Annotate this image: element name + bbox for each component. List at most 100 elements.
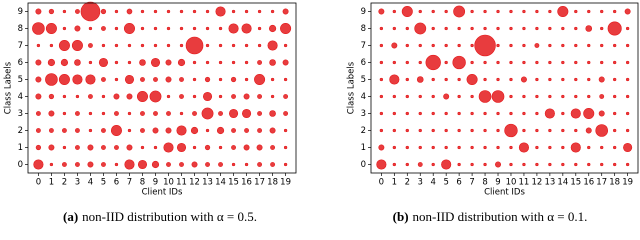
- bubble: [36, 43, 41, 48]
- x-tick-label: 6: [114, 178, 119, 188]
- bubble: [548, 162, 552, 167]
- bubble: [509, 162, 513, 167]
- bubble: [127, 43, 132, 48]
- bubble: [101, 94, 106, 99]
- bubble: [613, 111, 617, 116]
- bubble: [534, 43, 540, 48]
- bubble: [625, 111, 630, 116]
- bubble: [548, 94, 552, 99]
- bubble: [443, 93, 450, 100]
- bubble: [457, 43, 461, 48]
- bubble: [414, 22, 427, 35]
- bubble: [114, 111, 119, 116]
- bubble: [74, 59, 81, 66]
- bubble: [600, 162, 604, 167]
- bubble: [470, 94, 474, 99]
- x-tick-label: 15: [228, 178, 239, 188]
- bubble: [62, 145, 67, 150]
- bubble: [625, 43, 630, 48]
- bubble: [269, 59, 276, 66]
- bubble: [205, 9, 210, 14]
- bubble: [405, 94, 409, 99]
- bubble: [127, 128, 132, 133]
- bubble: [561, 26, 565, 31]
- bubble: [574, 162, 578, 167]
- bubble: [600, 145, 604, 150]
- bubble: [241, 23, 252, 34]
- bubble: [444, 77, 448, 82]
- bubble: [457, 162, 461, 167]
- bubble: [114, 9, 119, 14]
- bubble: [201, 107, 214, 120]
- bubble: [48, 144, 55, 151]
- bubble: [204, 76, 211, 83]
- bubble: [101, 26, 106, 31]
- x-tick-label: 5: [101, 178, 106, 188]
- x-tick-label: 13: [544, 178, 555, 188]
- bubble: [176, 125, 187, 136]
- bubble: [392, 111, 396, 116]
- bubble: [483, 77, 487, 82]
- bubble: [444, 60, 448, 65]
- bubble: [509, 9, 513, 14]
- bubble: [491, 90, 505, 103]
- bubble: [535, 128, 539, 133]
- bubble: [149, 90, 162, 103]
- bubble: [470, 145, 474, 150]
- bubble: [548, 145, 552, 150]
- y-tick-label: 2: [361, 126, 366, 136]
- bubble: [204, 144, 211, 151]
- caption-text: non-IID distribution with α = 0.5.: [82, 209, 257, 224]
- y-axis-label: Class Labels: [347, 61, 357, 114]
- x-axis-label: Client IDs: [142, 188, 183, 198]
- bubble: [470, 111, 474, 116]
- bubble: [613, 9, 617, 14]
- x-tick-label: 17: [254, 178, 265, 188]
- bubble: [613, 94, 617, 99]
- x-tick-label: 16: [583, 178, 594, 188]
- bubble: [599, 94, 605, 99]
- bubble: [191, 161, 198, 168]
- y-tick-label: 7: [361, 41, 366, 51]
- bubble: [72, 74, 83, 85]
- bubble: [431, 111, 435, 116]
- bubble: [74, 25, 81, 32]
- bubble: [418, 128, 422, 133]
- bubble: [35, 128, 41, 133]
- bubble: [49, 162, 54, 167]
- x-tick-label: 7: [469, 178, 474, 188]
- bubble: [218, 111, 223, 116]
- bubble: [114, 43, 119, 48]
- bubble: [242, 108, 252, 119]
- bubble: [283, 77, 288, 82]
- caption-label: (a): [63, 209, 78, 224]
- bubble: [441, 159, 452, 170]
- bubble: [280, 22, 292, 35]
- bubble: [218, 94, 223, 99]
- x-tick-label: 8: [140, 178, 145, 188]
- bubble: [405, 111, 409, 116]
- bubble: [470, 43, 474, 48]
- bubble: [48, 110, 55, 117]
- bubble: [548, 43, 552, 48]
- bubble: [379, 111, 384, 116]
- bubble: [418, 43, 422, 48]
- bubble: [457, 111, 461, 116]
- bubble: [257, 60, 262, 65]
- bubble: [75, 94, 80, 99]
- chart-panel: 0 1 2 3 4 5 6 7 8 9 10 11 12 13 14 15 16 17 18 190123456789…: [347, 2, 639, 224]
- x-tick-label: 11: [176, 178, 187, 188]
- bubble: [192, 26, 197, 31]
- bubble: [431, 145, 435, 150]
- bubble: [177, 58, 186, 67]
- bubble: [405, 128, 409, 133]
- bubble: [431, 9, 435, 14]
- x-tick-label: 12: [531, 178, 542, 188]
- bubble: [625, 128, 630, 133]
- bubble: [613, 77, 617, 82]
- bubble: [114, 60, 119, 65]
- bubble: [600, 43, 604, 48]
- bubble: [392, 26, 396, 31]
- bubble: [376, 159, 387, 170]
- bubble: [270, 94, 275, 99]
